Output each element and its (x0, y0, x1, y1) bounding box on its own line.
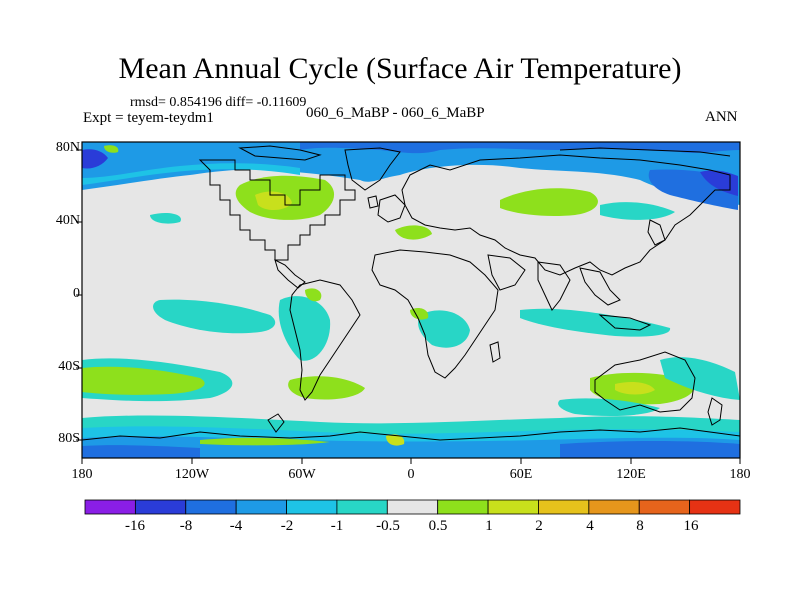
colorbar-swatch (84, 499, 136, 515)
colorbar-label: 0.5 (428, 518, 448, 534)
africa-outline (371, 249, 499, 379)
uk-outline (367, 195, 379, 209)
y-tick-80n: 80N (55, 140, 80, 155)
indonesia-outline (598, 314, 652, 331)
tropical-pacific-cool (153, 299, 276, 334)
eurasia-outline (401, 154, 731, 276)
africa-cool (418, 310, 470, 348)
y-tick-40n: 40N (55, 213, 80, 228)
south-atlantic-warm (288, 376, 365, 400)
colorbar-label: 1 (485, 518, 493, 534)
colorbar-swatch (437, 499, 489, 515)
antarctic-warm-spot (386, 434, 405, 446)
antarctic-deep-cold (82, 445, 200, 458)
north-america-warm-core (255, 191, 292, 211)
colorbar-swatch (588, 499, 640, 515)
arctic-cooling-band (82, 142, 740, 205)
south-pacific-warm (82, 366, 205, 395)
alaska-warm-patch (104, 145, 119, 153)
australia-warm-core (615, 382, 655, 395)
colorbar-swatch (286, 499, 338, 515)
coastlines (82, 145, 740, 441)
colorbar-swatch (638, 499, 691, 515)
colorbar-label: 2 (535, 518, 543, 534)
colorbar (84, 499, 741, 515)
india-outline (537, 261, 571, 311)
y-tick-0: 0 (73, 286, 80, 301)
north-atlantic-cool (600, 202, 675, 220)
colorbar-label: -4 (229, 518, 243, 534)
map-title: Mean Annual Cycle (Surface Air Temperatu… (118, 52, 682, 85)
tasman-cool (660, 357, 740, 400)
siberia-north-outline (559, 147, 731, 157)
colorbar-swatch (689, 499, 741, 515)
colorbar-label: -2 (280, 518, 294, 534)
europe-west-outline (377, 194, 406, 223)
eurasia-warm (500, 188, 598, 217)
arabia-outline (487, 254, 526, 291)
colorbar-swatch (134, 499, 187, 515)
colorbar-swatch (185, 499, 237, 515)
japan-outline (647, 219, 666, 246)
australia-outline (594, 351, 696, 413)
south-america-outline (289, 279, 361, 401)
x-tick-120w: 120W (174, 467, 210, 482)
x-tick-180w: 180 (71, 467, 93, 482)
experiment-label: Expt = teyem-teydm1 (83, 110, 214, 126)
antarctica-outline (82, 427, 740, 441)
colorbar-swatch (235, 499, 287, 515)
antarctic-warm-strip (200, 437, 330, 446)
antarctic-peninsula-outline (267, 413, 285, 433)
colorbar-label: 4 (586, 518, 594, 534)
x-tick-60e: 60E (509, 467, 533, 482)
x-tick-60w: 60W (288, 467, 316, 482)
new-zealand-outline (707, 397, 723, 426)
colorbar-swatch (336, 499, 388, 515)
indian-south-cool (558, 398, 660, 416)
map-field (82, 142, 740, 458)
central-asia-warm (395, 225, 432, 240)
axis-ticks (76, 149, 741, 464)
colorbar-swatch (487, 499, 539, 515)
south-america-warm-patch (305, 288, 322, 302)
antarctic-deep-cold-east (560, 441, 740, 458)
x-tick-180e: 180 (729, 467, 751, 482)
greenland-outline (344, 147, 401, 191)
season-label: ANN (705, 109, 738, 125)
arctic-cooling-core (82, 163, 300, 185)
arctic-deep-cold (82, 149, 108, 169)
y-tick-40s: 40S (58, 359, 80, 374)
x-tick-120e: 120E (616, 467, 646, 482)
colorbar-label: 16 (683, 518, 699, 534)
colorbar-label: -0.5 (376, 518, 400, 534)
case-label: 060_6_MaBP - 060_6_MaBP (306, 105, 485, 121)
greenland-cold (300, 142, 740, 154)
colorbar-label: 8 (636, 518, 644, 534)
colorbar-label: -1 (330, 518, 344, 534)
south-america-cool (278, 296, 331, 361)
stats-line: rmsd= 0.854196 diff= -0.11609 (130, 95, 307, 110)
y-tick-80s: 80S (58, 431, 80, 446)
north-pacific-cool (150, 212, 181, 224)
x-tick-0: 0 (407, 467, 415, 482)
colorbar-label: -16 (125, 518, 145, 534)
madagascar-outline (489, 341, 501, 363)
southeast-asia-outline (579, 267, 621, 306)
colorbar-swatch (538, 499, 590, 515)
north-america-outline (198, 159, 356, 261)
colorbar-label: -8 (179, 518, 193, 534)
colorbar-swatch (386, 499, 439, 515)
canadian-arctic-outline (238, 145, 322, 161)
